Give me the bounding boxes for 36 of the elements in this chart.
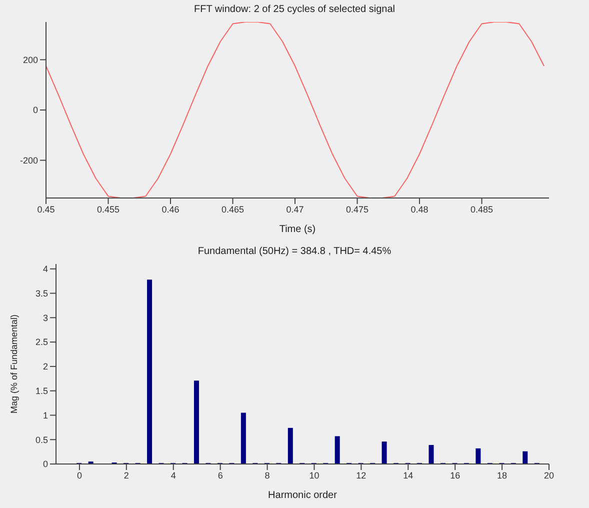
x-tick-label: 10: [309, 470, 320, 480]
x-tick-label: 0.455: [96, 204, 120, 214]
x-tick-label: 2: [124, 470, 129, 480]
y-tick-label: 0: [32, 105, 38, 116]
x-tick-label: 12: [356, 470, 366, 480]
chart-title: FFT window: 2 of 25 cycles of selected signal: [192, 3, 396, 17]
x-tick-label: 0.46: [162, 204, 180, 214]
y-tick-label: 1: [42, 410, 48, 420]
y-tick-label: -200: [20, 155, 38, 166]
x-tick-label: 14: [403, 470, 414, 480]
x-tick-label: 6: [218, 470, 223, 480]
x-tick-label: 8: [264, 470, 270, 480]
x-tick-label: 0.475: [346, 204, 369, 214]
x-tick-label: 20: [544, 470, 554, 480]
x-tick-label: 0.485: [470, 204, 494, 214]
x-tick-label: 0: [76, 470, 82, 480]
x-tick-label: 0.45: [37, 204, 55, 214]
y-tick-label: 2: [42, 362, 48, 372]
y-tick-label: 4: [42, 264, 48, 274]
y-tick-label: 2.5: [35, 337, 48, 348]
y-axis-title: Mag (% of Fundamental): [9, 314, 20, 414]
x-tick-label: 0.465: [221, 204, 244, 214]
x-axis-title: Harmonic order: [268, 490, 338, 501]
y-tick-label: 3.5: [35, 288, 48, 298]
y-tick-label: 3: [42, 312, 48, 323]
x-tick-label: 18: [497, 470, 508, 480]
y-tick-label: 1.5: [35, 386, 48, 396]
x-tick-label: 4: [170, 470, 176, 480]
y-tick-label: 0.5: [35, 434, 48, 445]
y-tick-label: 0: [42, 459, 48, 470]
y-tick-label: 200: [22, 54, 38, 65]
x-tick-label: 0.48: [410, 204, 428, 214]
x-axis-title: Time (s): [279, 224, 316, 235]
x-tick-label: 0.47: [286, 204, 304, 214]
chart-title: Fundamental (50Hz) = 384.8 , THD= 4.45%: [196, 245, 392, 259]
x-tick-label: 16: [450, 470, 460, 480]
